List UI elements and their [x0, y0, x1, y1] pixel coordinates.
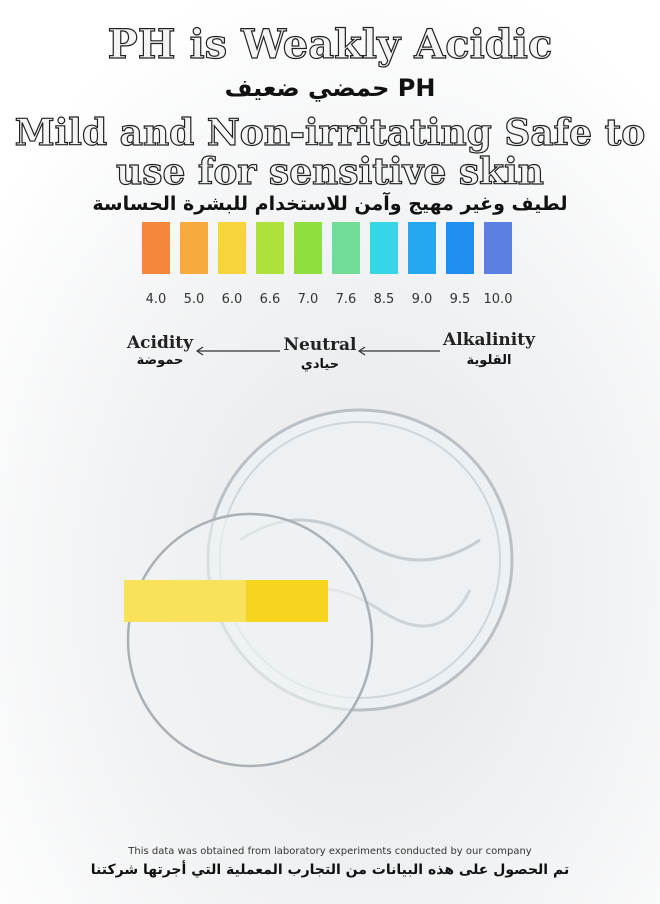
- legend-label-ar: القلوية: [467, 353, 512, 368]
- subtitle-ar: PH حمضي ضعيف: [225, 74, 436, 102]
- tagline-line: Mild and Non-irritating Safe to: [15, 112, 645, 154]
- ph-label: 9.5: [450, 292, 471, 307]
- ph-label: 7.0: [298, 292, 319, 307]
- ph-swatch: [446, 222, 474, 274]
- tagline-ar: لطيف وغير مهيج وآمن للاستخدام للبشرة الح…: [92, 191, 567, 215]
- arrows: [195, 346, 440, 356]
- title: PH is Weakly Acidic: [108, 21, 553, 68]
- tagline-line: use for sensitive skin: [116, 151, 544, 193]
- ph-label: 6.0: [222, 292, 243, 307]
- ph-label: 9.0: [412, 292, 433, 307]
- ph-swatch: [294, 222, 322, 274]
- ph-swatch: [256, 222, 284, 274]
- legend-label-ar: حموضة: [137, 353, 184, 368]
- ph-swatch: [180, 222, 208, 274]
- ph-scale: 4.0 5.0 6.0 6.6 7.0 7.6 8.5 9.0 9.5 10.0: [142, 222, 512, 307]
- petri-dishes: [124, 408, 514, 768]
- ph-label: 4.0: [146, 292, 167, 307]
- ph-label: 6.6: [260, 292, 281, 307]
- ph-label: 10.0: [484, 292, 513, 307]
- legend-label: Neutral: [284, 335, 358, 355]
- ph-swatch: [408, 222, 436, 274]
- footnote: This data was obtained from laboratory e…: [127, 846, 532, 857]
- ph-swatch: [484, 222, 512, 274]
- ph-swatch: [332, 222, 360, 274]
- legend-label: Acidity: [126, 333, 194, 353]
- ph-label: 7.6: [336, 292, 357, 307]
- ph-label: 8.5: [374, 292, 395, 307]
- footnote-ar: تم الحصول على هذه البيانات من التجارب ال…: [91, 860, 569, 878]
- ph-swatch: [142, 222, 170, 274]
- legend-label-ar: حيادي: [301, 357, 339, 372]
- legend-label: Alkalinity: [442, 330, 536, 350]
- ph-swatch: [370, 222, 398, 274]
- ph-swatch: [218, 222, 246, 274]
- ph-label: 5.0: [184, 292, 205, 307]
